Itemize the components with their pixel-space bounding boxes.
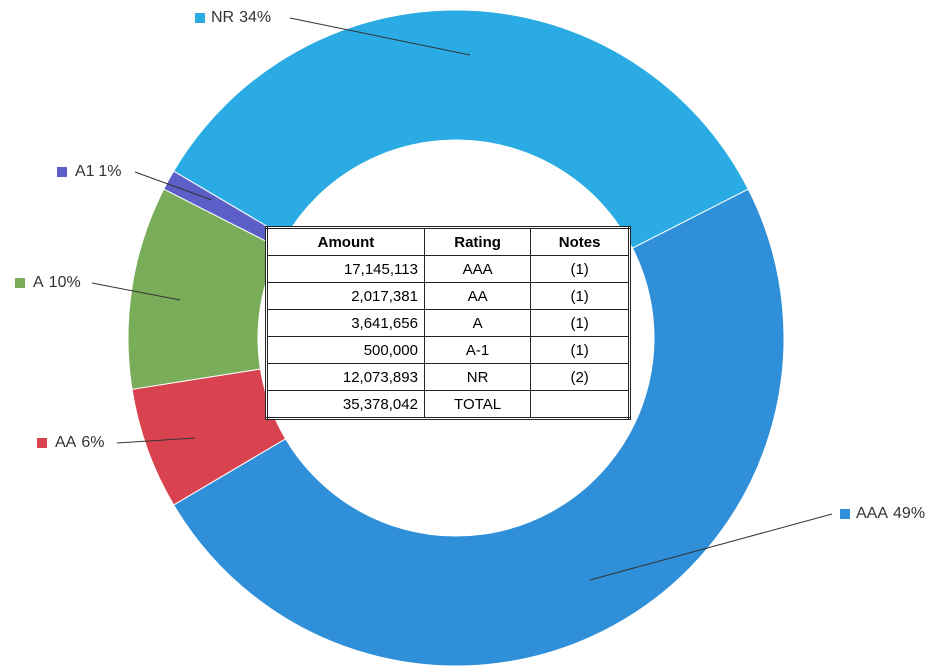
table-header: Notes [530,227,630,256]
value-label: 49% [893,505,925,522]
leader-line [116,437,196,444]
summary-table: Amount Rating Notes 17,145,113 AAA (1) 2,017,3… [265,226,631,420]
table-cell: AA [423,282,532,310]
leader-line [289,17,471,56]
leader-line [91,282,181,301]
category-label: NR [211,9,234,26]
table-row: 12,073,893 NR (2) [266,363,630,391]
value-label: 10% [49,274,81,291]
table-cell: AAA [423,255,532,283]
table-cell: (1) [530,309,630,337]
table-cell: (2) [530,363,630,391]
legend-swatch [15,278,25,288]
table-cell: (1) [530,282,630,310]
data-label: AAA 49% [856,505,925,522]
table-cell: (1) [530,255,630,283]
table-header: Amount [266,227,425,256]
table-row: 3,641,656 A (1) [266,309,630,337]
table-row: 2,017,381 AA (1) [266,282,630,310]
value-label: 6% [81,434,104,451]
table-cell: 3,641,656 [266,309,425,337]
table-row: 17,145,113 AAA (1) [266,255,630,283]
table-cell: (1) [530,336,630,364]
legend-swatch [195,13,205,23]
legend-swatch [840,509,850,519]
table-cell: 35,378,042 [266,390,425,419]
table-cell: 2,017,381 [266,282,425,310]
table-cell: A [423,309,532,337]
table-cell [530,390,630,419]
legend-swatch [57,167,67,177]
donut-segment [172,188,785,667]
data-label: A1 1% [75,163,122,180]
table-cell: 12,073,893 [266,363,425,391]
value-label: 1% [98,163,121,180]
data-label: A 10% [33,274,81,291]
donut-segment [172,9,749,249]
leader-line [134,171,213,201]
table-cell: A-1 [423,336,532,364]
category-label: AA [55,434,77,451]
legend-swatch [37,438,47,448]
category-label: AAA [856,505,888,522]
data-label: NR 34% [211,9,271,26]
table-cell: TOTAL [423,390,532,419]
data-label: AA 6% [55,434,104,451]
table-cell: 500,000 [266,336,425,364]
category-label: A [33,274,44,291]
value-label: 34% [239,9,271,26]
leader-line [589,513,833,581]
table-row: 500,000 A-1 (1) [266,336,630,364]
table-cell: NR [423,363,532,391]
table-header: Rating [423,227,532,256]
category-label: A1 [75,163,95,180]
table-row: 35,378,042 TOTAL [266,390,630,419]
table-cell: 17,145,113 [266,255,425,283]
